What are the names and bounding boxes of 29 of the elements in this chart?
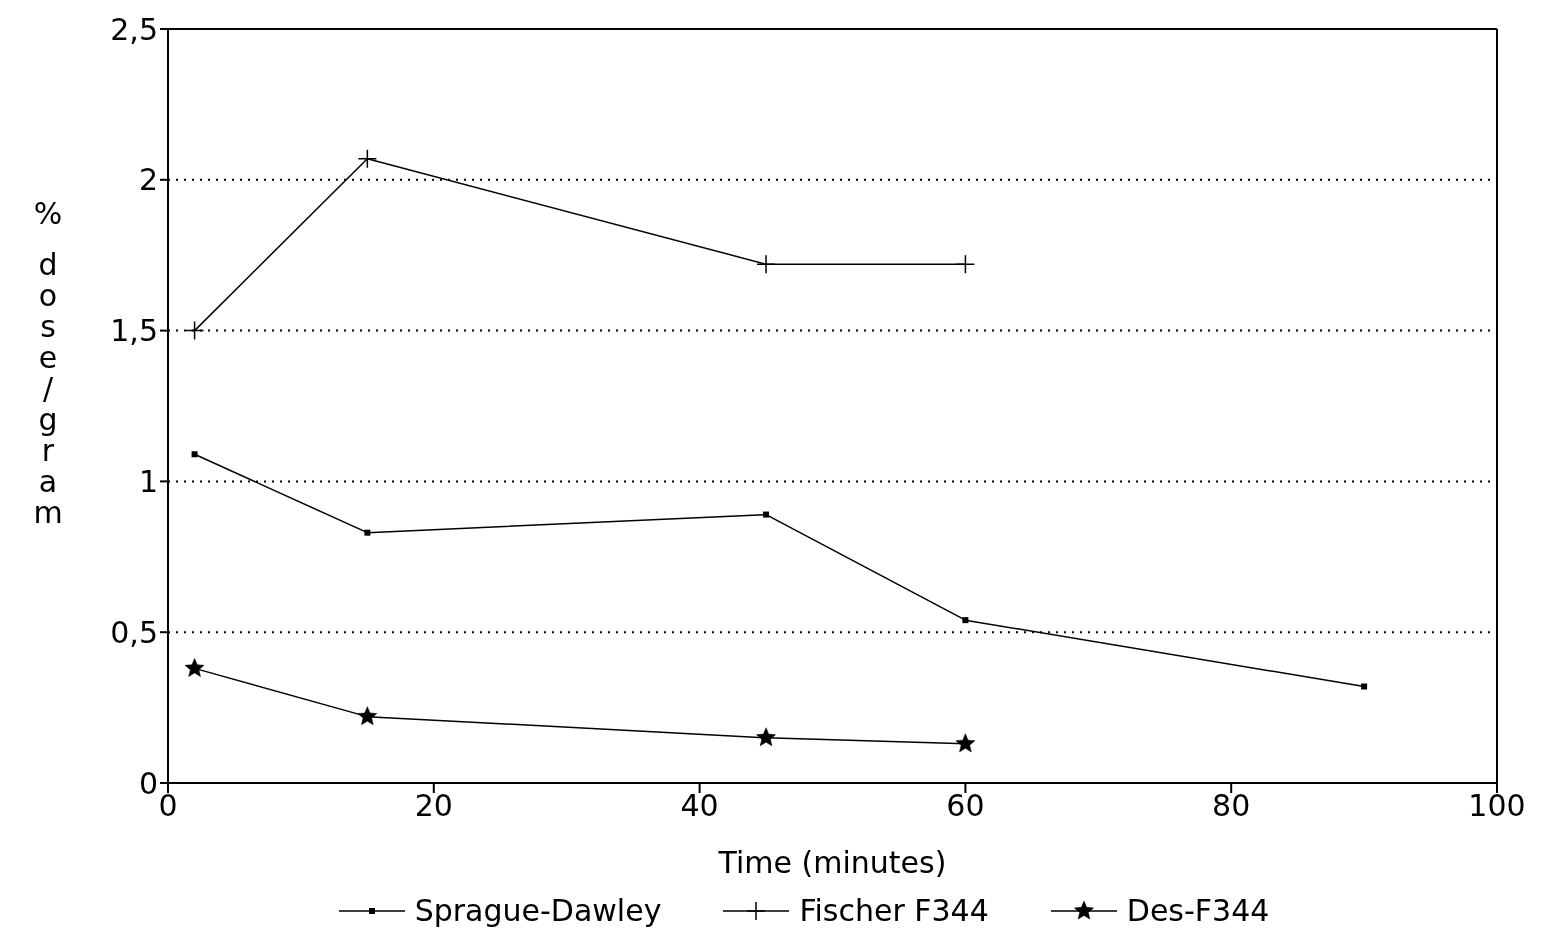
point [756,254,776,274]
point [364,529,371,536]
point [184,658,205,677]
point [357,706,378,725]
legend-label: Des-F344 [1125,893,1270,928]
y-tick-label: 1,5 [110,313,158,349]
x-axis-title: Time (minutes) [717,845,947,880]
x-tick-label: 40 [680,788,719,824]
point [191,451,198,458]
point [184,320,205,341]
x-tick-label: 80 [1212,788,1251,824]
y-tick-label: 1 [138,464,158,500]
y-tick-label: 0 [138,765,158,801]
point [756,727,776,747]
legend-label: Fischer F344 [798,893,989,928]
legend-label: Sprague-Dawley [413,893,662,928]
point [955,254,976,274]
y-tick-label: 2 [138,162,158,198]
x-tick-label: 20 [414,788,453,824]
point [1361,683,1368,690]
point [955,733,976,753]
point [763,511,770,518]
x-tick-label: 100 [1468,788,1526,824]
point [357,148,378,169]
text: % dose/gram [33,196,63,530]
x-tick-label: 60 [946,788,985,824]
point [962,617,969,624]
y-tick-label: 0,5 [110,614,158,650]
y-tick-label: 2,5 [110,11,158,47]
